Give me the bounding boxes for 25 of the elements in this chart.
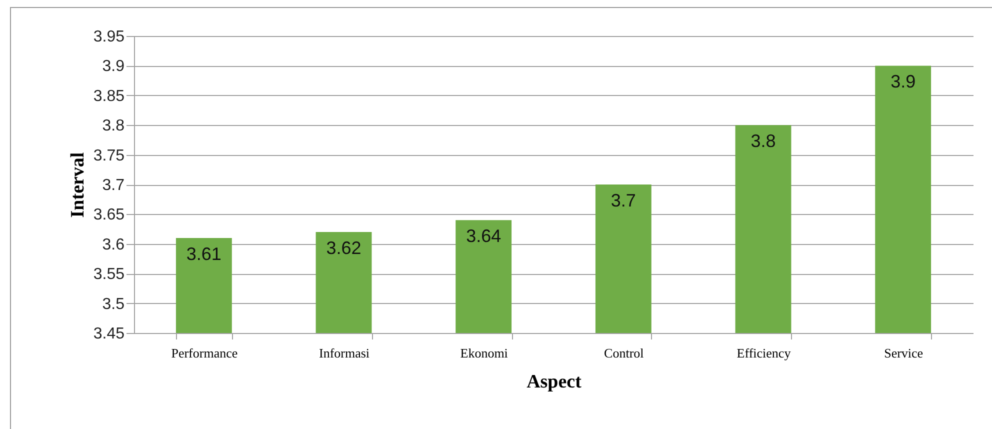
x-tick-label: Control [604,346,644,360]
y-tick-label: 3.8 [102,118,125,135]
x-tick-label: Efficiency [736,346,792,360]
data-label: 3.8 [750,131,776,152]
x-tick-label: Service [884,346,924,360]
y-tick-label: 3.75 [93,147,125,164]
data-label: 3.64 [466,226,502,246]
x-tick-label: Performance [171,346,238,360]
data-label: 3.62 [326,238,362,258]
x-tick-label: Ekonomi [460,346,508,360]
y-tick-label: 3.45 [93,326,125,342]
y-tick-label: 3.95 [93,28,125,46]
x-tick-label: Informasi [318,346,370,360]
y-tick-label: 3.65 [93,206,125,224]
y-tick-label: 3.9 [102,58,125,76]
y-tick-label: 3.85 [93,88,125,105]
data-label: 3.61 [186,244,222,264]
y-tick-label: 3.7 [102,177,125,194]
y-tick-label: 3.55 [93,266,125,284]
y-axis-title: Interval [67,152,88,218]
data-label: 3.9 [890,72,916,92]
x-axis-title: Aspect [526,372,582,392]
data-label: 3.7 [610,190,636,210]
y-tick-label: 3.5 [102,296,125,313]
y-tick-label: 3.6 [102,236,125,254]
